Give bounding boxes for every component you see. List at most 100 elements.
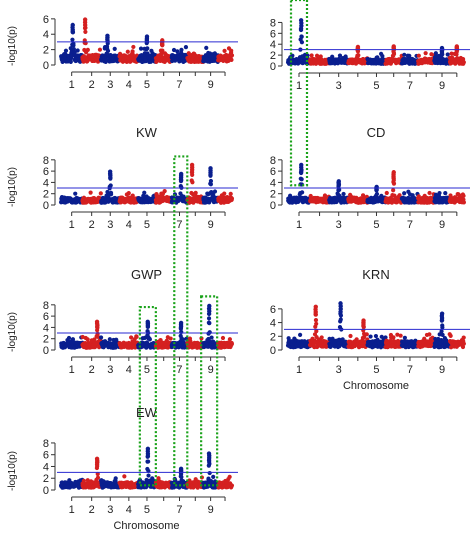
snp-point (95, 475, 101, 480)
snp-point (66, 335, 72, 341)
snp-points (58, 446, 235, 490)
y-tick-label: 6 (43, 166, 49, 178)
y-tick-label: 0 (270, 61, 276, 73)
snp-point (107, 169, 113, 174)
snp-point (68, 59, 73, 64)
snp-point (134, 334, 139, 340)
snp-point (391, 51, 397, 57)
snp-point (211, 474, 216, 479)
snp-point (299, 34, 304, 39)
y-tick-label: 6 (43, 311, 49, 323)
x-tick-label: 3 (107, 219, 113, 231)
snp-point (189, 162, 195, 168)
y-tick-label: 2 (270, 50, 276, 62)
x-tick-label: 5 (373, 219, 379, 231)
snp-point (145, 46, 150, 51)
x-tick-label: 3 (336, 364, 342, 376)
snp-point (142, 190, 147, 195)
y-tick-label: 2 (43, 189, 49, 201)
y-tick-label: 2 (43, 334, 49, 346)
x-tick-label: 1 (69, 364, 75, 376)
snp-point (145, 319, 150, 324)
x-tick-label: 9 (439, 219, 445, 231)
y-tick-label: 4 (270, 39, 276, 51)
x-tick-label: 4 (126, 364, 132, 376)
snp-point (460, 56, 466, 62)
snp-point (204, 45, 209, 50)
snp-point (437, 190, 442, 196)
x-tick-label: 4 (126, 219, 132, 231)
snp-point (160, 48, 165, 53)
snp-point (162, 189, 167, 194)
snp-point (423, 51, 428, 56)
snp-points (286, 162, 467, 205)
snp-point (178, 466, 184, 472)
y-tick-label: 6 (270, 28, 276, 40)
snp-point (113, 476, 118, 481)
snp-point (147, 337, 152, 342)
x-tick-label: 1 (69, 79, 75, 91)
snp-point (63, 48, 69, 53)
x-tick-label: 3 (336, 80, 342, 92)
x-tick-label: 2 (89, 364, 95, 376)
snp-point (222, 48, 227, 53)
x-tick-label: 2 (89, 79, 95, 91)
snp-point (206, 316, 212, 321)
snp-point (138, 46, 144, 51)
y-tick-label: 6 (43, 450, 49, 462)
x-tick-label: 4 (126, 79, 132, 91)
snp-point (208, 178, 214, 184)
y-tick-label: 6 (270, 166, 276, 178)
x-tick-label: 9 (439, 80, 445, 92)
snp-point (83, 29, 88, 34)
panel-title: KW (136, 125, 158, 140)
snp-point (454, 44, 460, 49)
snp-point (82, 17, 88, 22)
y-tick-label: 0 (270, 345, 276, 357)
y-tick-label: 8 (270, 17, 276, 29)
snp-point (338, 313, 344, 318)
x-tick-label: 9 (208, 364, 214, 376)
y-tick-label: 6 (43, 14, 49, 26)
snp-point (222, 191, 227, 196)
snp-point (130, 49, 135, 54)
snp-point (356, 53, 361, 58)
snp-point (171, 47, 177, 53)
snp-point (220, 335, 226, 341)
snp-point (71, 43, 76, 48)
snp-point (402, 335, 407, 340)
x-tick-label: 7 (176, 364, 182, 376)
snp-point (98, 335, 104, 340)
x-tick-label: 2 (89, 219, 95, 231)
snp-point (178, 171, 184, 177)
snp-point (207, 321, 212, 326)
snp-point (461, 341, 466, 346)
snp-point (299, 162, 304, 168)
snp-point (309, 53, 314, 58)
y-tick-label: 6 (270, 304, 276, 316)
snp-point (207, 461, 212, 466)
y-tick-label: 2 (43, 45, 49, 57)
x-tick-label: 7 (407, 80, 413, 92)
x-tick-label: 3 (107, 79, 113, 91)
snp-point (299, 40, 305, 45)
y-tick-label: 8 (43, 300, 49, 312)
snp-points (285, 301, 466, 350)
snp-point (348, 333, 353, 339)
snp-point (146, 459, 151, 464)
snp-point (300, 190, 305, 195)
y-tick-label: 2 (270, 331, 276, 343)
snp-point (108, 183, 113, 188)
snp-point (361, 318, 366, 323)
snp-point (439, 311, 445, 316)
snp-point (131, 44, 136, 50)
snp-point (355, 44, 361, 50)
snp-point (207, 470, 212, 476)
y-tick-label: 8 (43, 438, 49, 450)
x-tick-label: 3 (107, 364, 113, 376)
x-tick-label: 2 (89, 504, 95, 516)
snp-points (285, 18, 466, 66)
